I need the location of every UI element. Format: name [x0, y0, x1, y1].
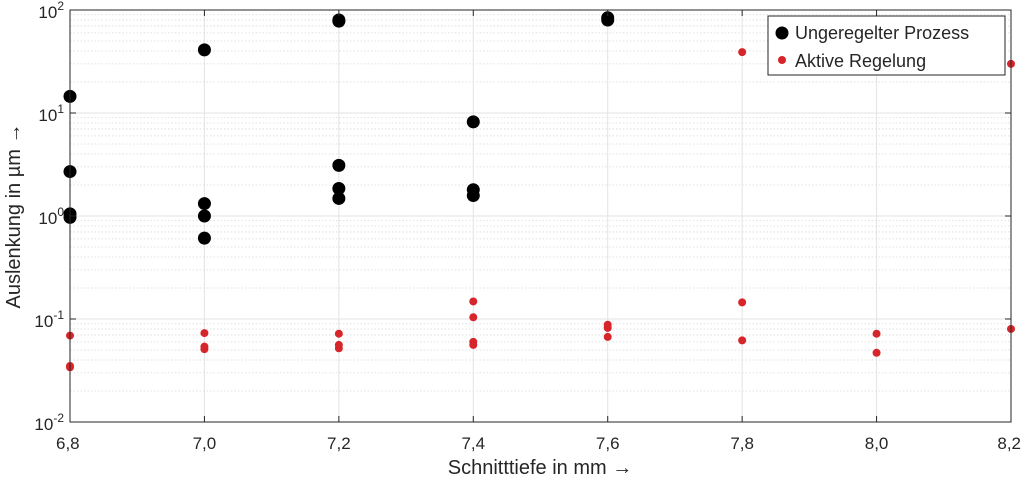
series-aktive-regelung [66, 48, 1015, 372]
data-point [197, 231, 211, 245]
data-point [738, 298, 747, 307]
x-tick-label: 8,2 [997, 434, 1021, 453]
x-axis-title: Schnitttiefe in mm → [448, 457, 633, 479]
y-axis: 10-2 10-1 100 101 102 [34, 0, 1011, 434]
data-point [466, 115, 480, 129]
data-point [603, 332, 612, 341]
data-point [469, 297, 478, 306]
x-tick-label: 7,6 [596, 434, 620, 453]
data-point [332, 181, 346, 195]
x-tick-label: 7,4 [461, 434, 485, 453]
y-tick-label: 10-2 [34, 411, 64, 434]
y-tick-label: 102 [38, 0, 64, 22]
x-axis: 6,8 7,0 7,2 7,4 7,6 7,8 8,0 8,2 [56, 10, 1021, 453]
legend-marker-ungeregelter [775, 26, 789, 40]
data-point [872, 348, 881, 357]
x-tick-label: 6,8 [56, 434, 80, 453]
x-tick-label: 7,8 [730, 434, 754, 453]
data-series [63, 11, 1015, 372]
data-point [200, 345, 209, 354]
data-point [197, 197, 211, 211]
y-tick-label: 10-1 [34, 308, 64, 331]
data-point [603, 323, 612, 332]
legend-marker-aktive [778, 56, 786, 64]
y-tick-label: 100 [38, 205, 64, 228]
data-point [197, 209, 211, 223]
data-point [738, 48, 747, 57]
data-point [332, 13, 346, 27]
x-tick-label: 7,0 [193, 434, 217, 453]
data-point [332, 191, 346, 205]
legend-box [767, 15, 1006, 76]
y-tick-label: 101 [38, 102, 64, 125]
data-point [738, 336, 747, 345]
data-point [334, 344, 343, 353]
data-point [469, 340, 478, 349]
legend-label-aktive: Aktive Regelung [795, 51, 926, 71]
y-axis-title: Auslenkung in µm → [3, 124, 25, 309]
x-tick-label: 8,0 [865, 434, 889, 453]
legend-label-ungeregelter: Ungeregelter Prozess [795, 23, 969, 43]
data-point [872, 329, 881, 338]
data-point [601, 11, 615, 25]
data-point [332, 158, 346, 172]
legend: Ungeregelter Prozess Aktive Regelung [767, 15, 1006, 76]
data-point [200, 329, 209, 338]
data-point [334, 329, 343, 338]
data-point [466, 189, 480, 203]
x-tick-label: 7,2 [327, 434, 351, 453]
data-point [469, 313, 478, 322]
data-point [197, 43, 211, 57]
